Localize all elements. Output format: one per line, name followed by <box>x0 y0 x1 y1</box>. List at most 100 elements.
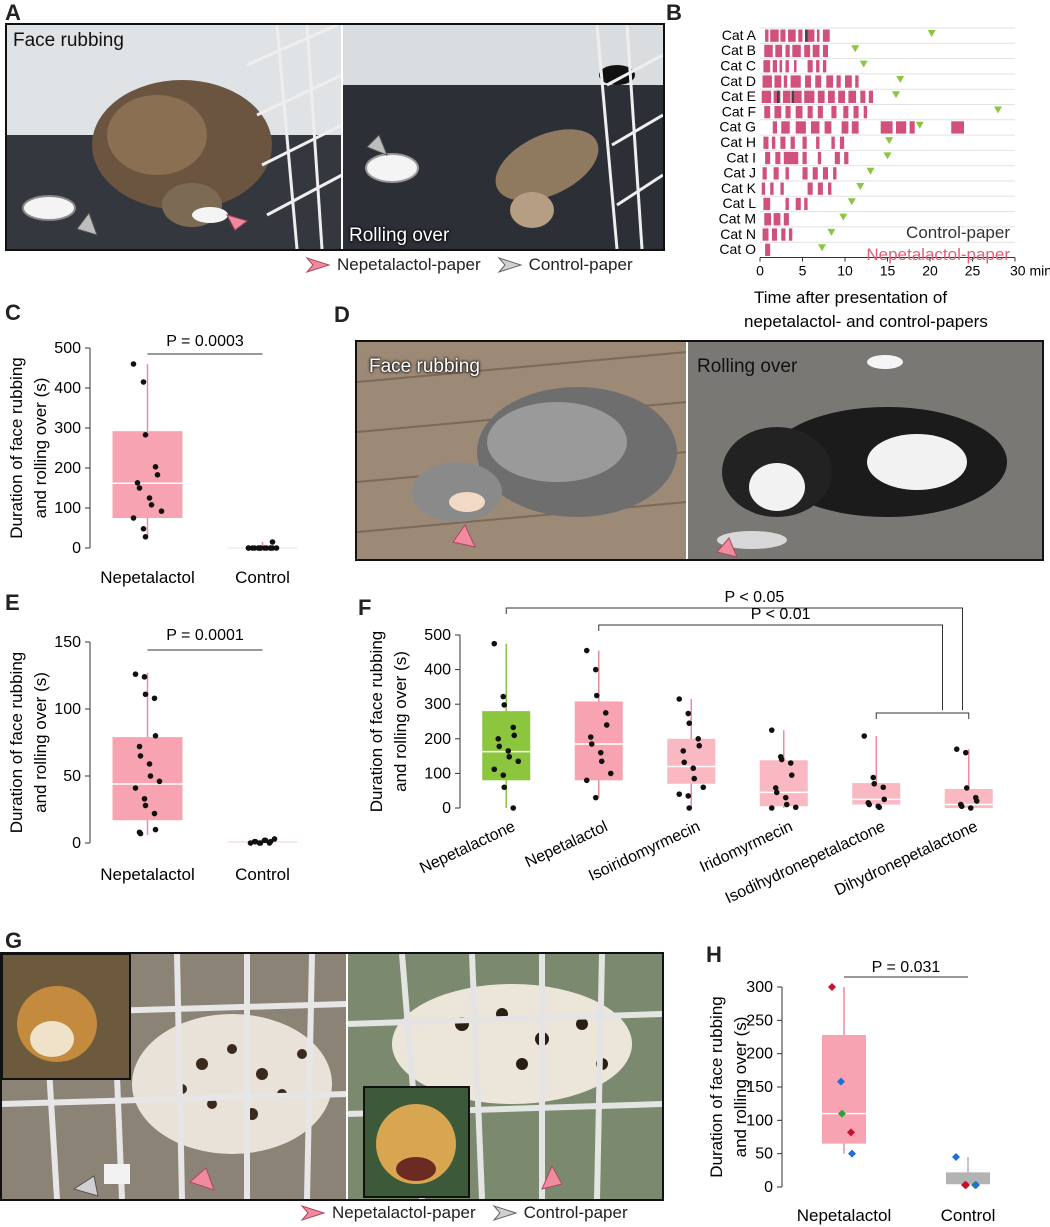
data-point <box>866 801 873 808</box>
panel-letter-c: C <box>5 300 21 325</box>
nepetalactol-bout <box>802 151 807 165</box>
iqr-box <box>822 1035 866 1144</box>
iqr-box <box>482 711 531 781</box>
y-tick-label: 50 <box>63 768 81 785</box>
session-end-marker <box>827 228 836 236</box>
data-point <box>861 733 868 739</box>
panel-g-photo <box>0 952 664 1201</box>
data-point <box>501 702 508 708</box>
data-point <box>871 780 878 787</box>
nepetalactol-bout <box>822 29 830 42</box>
data-point <box>583 647 590 654</box>
data-point <box>267 838 274 845</box>
nepetalactol-bout <box>822 44 828 58</box>
raster-row-label: Cat E <box>721 88 756 104</box>
x-category-label: Nepetalactone <box>417 818 518 877</box>
data-point <box>967 805 974 811</box>
nepetalactol-bout <box>848 90 857 103</box>
y-axis-label: and rolling over (s) <box>31 378 50 519</box>
y-tick-label: 400 <box>54 380 81 397</box>
nepetalactol-bout <box>845 75 852 88</box>
y-tick-label: 150 <box>746 1079 773 1096</box>
nepetalactol-bout <box>826 75 834 88</box>
nepetalactol-bout <box>816 136 820 149</box>
significance-bracket <box>598 624 943 710</box>
pink-arrowhead-icon <box>305 256 331 274</box>
data-point <box>147 773 154 779</box>
control-bout <box>805 29 808 42</box>
iqr-box <box>946 1172 990 1185</box>
data-point <box>158 508 165 514</box>
data-point <box>696 742 703 749</box>
data-point <box>500 772 507 778</box>
raster-row-label: Cat G <box>719 119 756 135</box>
data-point <box>952 1153 960 1161</box>
data-point <box>510 805 517 811</box>
data-point <box>257 545 264 551</box>
y-axis-label: and rolling over (s) <box>731 1017 750 1158</box>
raster-x-tick-label: 15 <box>880 263 896 279</box>
raster-row-label: Cat O <box>719 241 756 257</box>
x-category-label: Control <box>941 1206 996 1225</box>
iqr-box <box>944 788 993 808</box>
nepetalactol-bout <box>762 228 769 241</box>
data-point <box>257 840 264 846</box>
data-point <box>676 696 683 702</box>
panel-letter-h: H <box>706 942 722 967</box>
p-value-label: P = 0.0001 <box>166 627 244 644</box>
nepetalactol-bout <box>772 60 777 73</box>
nepetalactol-bout <box>764 44 773 58</box>
nepetalactol-bout <box>770 182 774 195</box>
data-point <box>685 710 692 717</box>
data-point <box>269 539 276 545</box>
nepetalactol-bout <box>785 197 789 211</box>
panel-d-label-rolling-over: Rolling over <box>697 356 798 377</box>
raster-row-label: Cat F <box>722 103 756 119</box>
nepetalactol-bout <box>804 197 808 211</box>
nepetalactol-bout <box>951 121 964 134</box>
data-point <box>263 545 270 551</box>
nepetalactol-bout <box>824 121 832 134</box>
panel-d-illustration <box>357 342 1042 559</box>
y-tick-label: 300 <box>746 979 773 996</box>
nepetalactol-bout <box>816 29 820 42</box>
nepetalactol-bout <box>765 29 769 42</box>
data-point <box>587 734 594 740</box>
session-end-marker <box>885 137 894 145</box>
data-point <box>880 784 887 791</box>
panel-a-illustration <box>7 25 663 249</box>
legend-nepetalactol-paper: Nepetalactol-paper <box>332 1203 476 1222</box>
nepetalactol-bout <box>764 106 771 119</box>
panel-d-photo: Face rubbing Rolling over <box>355 340 1044 561</box>
session-end-marker <box>859 60 868 68</box>
data-point <box>136 743 143 750</box>
panel-letter-a: A <box>5 0 21 25</box>
nepetalactol-bout <box>783 213 789 226</box>
raster-x-tick-label: 25 <box>965 263 981 279</box>
panel-letter-f: F <box>358 595 372 620</box>
raster-row-label: Cat M <box>719 211 756 227</box>
y-axis-label: Duration of face rubbing <box>707 996 726 1177</box>
y-tick-label: 150 <box>54 634 81 651</box>
y-tick-label: 0 <box>442 800 451 817</box>
data-point <box>686 805 693 811</box>
session-end-marker <box>896 75 905 83</box>
nepetalactol-bout <box>792 44 801 58</box>
data-point <box>963 785 970 791</box>
panel-a-photo: Face rubbing Rolling over <box>5 23 665 251</box>
data-point <box>953 746 960 752</box>
nepetalactol-bout <box>790 136 795 149</box>
nepetalactol-bout <box>785 167 789 180</box>
nepetalactol-bout <box>762 167 767 180</box>
iqr-box <box>667 738 716 784</box>
nepetalactol-bout <box>802 136 807 149</box>
data-point <box>252 838 259 845</box>
data-point <box>602 710 609 716</box>
nepetalactol-bout <box>771 228 777 241</box>
session-end-marker <box>856 183 865 190</box>
nepetalactol-bout <box>775 44 783 58</box>
y-tick-label: 200 <box>424 731 451 748</box>
raster-row-label: Cat H <box>720 134 756 150</box>
session-end-marker <box>915 121 924 129</box>
y-tick-label: 0 <box>72 540 81 557</box>
